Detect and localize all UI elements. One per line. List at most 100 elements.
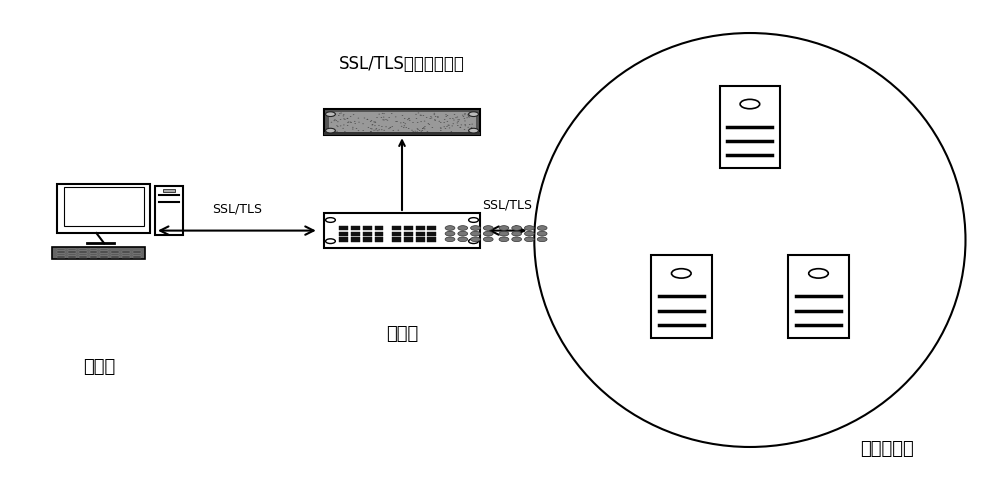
Circle shape [443, 122, 445, 123]
Circle shape [358, 118, 359, 119]
Circle shape [445, 114, 447, 115]
Circle shape [440, 122, 442, 123]
Circle shape [388, 128, 390, 129]
Circle shape [465, 125, 466, 126]
Circle shape [467, 114, 469, 115]
Circle shape [333, 113, 335, 114]
Circle shape [445, 231, 455, 236]
Circle shape [338, 115, 340, 116]
Circle shape [367, 119, 368, 120]
Circle shape [428, 123, 429, 124]
Bar [52, 247, 145, 259]
Circle shape [469, 239, 478, 243]
Bar [57, 184, 150, 233]
Circle shape [411, 130, 413, 131]
Bar [79, 249, 87, 251]
Bar [404, 226, 413, 230]
Circle shape [454, 114, 455, 115]
Bar [57, 252, 65, 253]
Bar [122, 252, 130, 253]
Circle shape [524, 237, 534, 241]
Circle shape [334, 131, 336, 132]
Bar [163, 189, 175, 192]
Circle shape [458, 226, 468, 230]
Circle shape [447, 115, 448, 116]
Circle shape [424, 120, 425, 121]
Circle shape [390, 127, 391, 128]
Circle shape [416, 118, 417, 119]
Circle shape [350, 116, 351, 117]
Circle shape [471, 127, 472, 128]
Text: SSL/TLS: SSL/TLS [212, 203, 262, 216]
Circle shape [499, 231, 509, 236]
Circle shape [336, 125, 338, 126]
Circle shape [809, 269, 828, 278]
Bar [122, 254, 130, 255]
Circle shape [451, 131, 452, 132]
Circle shape [417, 129, 419, 130]
Text: SSL/TLS数据采集装置: SSL/TLS数据采集装置 [339, 55, 465, 72]
Circle shape [398, 130, 399, 131]
Circle shape [385, 119, 387, 120]
Circle shape [740, 99, 760, 109]
Circle shape [364, 118, 365, 119]
Circle shape [467, 127, 469, 128]
Circle shape [412, 122, 414, 123]
Circle shape [440, 130, 442, 131]
Circle shape [356, 128, 357, 129]
Circle shape [483, 226, 493, 230]
Circle shape [408, 118, 410, 119]
Circle shape [483, 231, 493, 236]
Circle shape [391, 126, 393, 127]
Bar [416, 238, 425, 241]
Circle shape [437, 117, 439, 118]
Circle shape [350, 122, 352, 123]
Circle shape [431, 118, 432, 119]
Bar [100, 254, 108, 255]
Circle shape [336, 120, 337, 121]
Circle shape [370, 131, 372, 132]
Circle shape [374, 125, 376, 126]
Bar [328, 112, 476, 133]
Circle shape [499, 237, 509, 241]
Circle shape [414, 131, 416, 132]
Circle shape [404, 118, 405, 119]
Circle shape [347, 122, 349, 123]
Bar [79, 252, 87, 253]
Circle shape [424, 126, 426, 127]
Circle shape [458, 237, 468, 241]
Circle shape [445, 226, 455, 230]
Bar [375, 226, 383, 230]
Bar [57, 249, 65, 251]
Circle shape [340, 125, 341, 126]
Circle shape [347, 118, 348, 119]
Circle shape [388, 117, 390, 118]
Circle shape [440, 128, 442, 129]
Circle shape [405, 127, 407, 128]
Circle shape [352, 127, 354, 128]
Circle shape [462, 115, 464, 116]
Circle shape [512, 226, 522, 230]
Circle shape [402, 115, 403, 116]
Circle shape [383, 117, 384, 118]
Circle shape [373, 130, 375, 131]
Bar [363, 226, 372, 230]
Bar [111, 254, 119, 255]
Circle shape [447, 121, 448, 122]
Circle shape [445, 128, 446, 129]
Circle shape [471, 231, 480, 236]
Bar [427, 232, 436, 236]
Bar [363, 238, 372, 241]
Circle shape [469, 217, 478, 222]
Circle shape [429, 124, 430, 125]
Circle shape [371, 120, 372, 121]
Circle shape [457, 121, 459, 122]
Text: 交换机: 交换机 [386, 325, 418, 343]
Circle shape [426, 117, 427, 118]
Circle shape [335, 114, 336, 115]
Bar [79, 256, 87, 258]
Circle shape [326, 112, 335, 117]
Bar [404, 232, 413, 236]
Bar [324, 109, 480, 135]
Bar [351, 238, 360, 241]
